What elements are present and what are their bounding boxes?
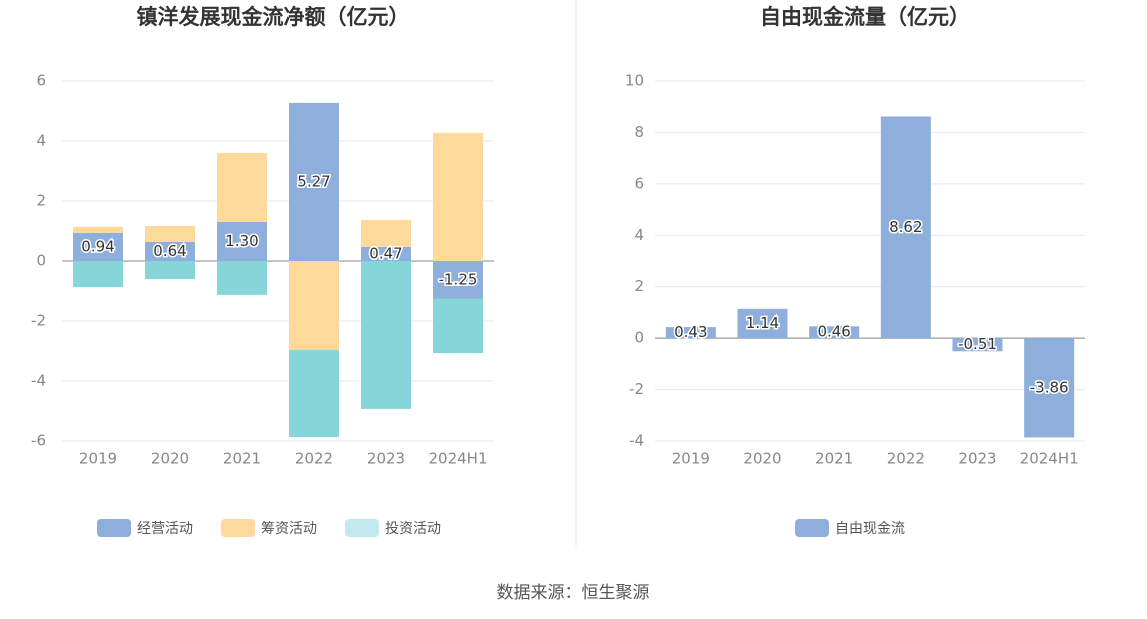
bar [217, 222, 267, 261]
x-tick-label: 2022 [295, 450, 333, 468]
bar [952, 338, 1003, 352]
value-label: 0.47 [369, 244, 402, 262]
x-tick-label: 2020 [743, 450, 781, 468]
legend-swatch [221, 519, 255, 537]
value-label: -0.51 [958, 335, 997, 353]
y-tick-label: -6 [31, 432, 46, 450]
value-label: 8.62 [889, 218, 922, 236]
value-label: 1.30 [225, 232, 258, 250]
bar [1024, 338, 1075, 438]
value-label: 0.46 [817, 323, 850, 341]
y-tick-label: -4 [629, 432, 644, 450]
bar [433, 298, 483, 354]
bar [73, 261, 123, 288]
bar [433, 261, 483, 299]
x-tick-label: 2022 [887, 450, 925, 468]
source: 数据来源：恒生聚源 [497, 583, 650, 603]
x-tick-label: 2019 [79, 450, 117, 468]
x-tick-label: 2023 [958, 450, 996, 468]
bar [433, 132, 483, 261]
bar [73, 232, 123, 261]
y-tick-label: -2 [31, 312, 46, 330]
bar [361, 261, 411, 409]
legend-label: 投资活动 [385, 521, 441, 537]
bar [289, 261, 339, 351]
bar [145, 241, 195, 261]
value-label: 5.27 [297, 172, 330, 190]
y-tick-label: 6 [634, 174, 644, 192]
x-tick-label: 2021 [223, 450, 261, 468]
x-tick-label: 2020 [151, 450, 189, 468]
y-tick-label: 8 [634, 123, 644, 141]
bar [73, 226, 123, 233]
chart-title: 自由现金流量（亿元） [760, 5, 970, 29]
legend-label: 经营活动 [137, 521, 193, 537]
bar [665, 327, 716, 339]
y-tick-label: 2 [634, 277, 644, 295]
bar [289, 102, 339, 262]
bar [737, 308, 788, 339]
bar [217, 261, 267, 295]
bar [145, 225, 195, 242]
bar [809, 326, 860, 339]
legend-swatch [97, 519, 131, 537]
legend-swatch [345, 519, 379, 537]
legend-label: 筹资活动 [261, 520, 317, 537]
value-label: 1.14 [746, 314, 779, 332]
value-label: 0.43 [674, 323, 707, 341]
y-tick-label: 0 [634, 329, 644, 347]
y-tick-label: -4 [31, 372, 46, 390]
chart-title: 镇洋发展现金流净额（亿元） [137, 5, 410, 29]
bar [880, 116, 931, 339]
x-tick-label: 2021 [815, 450, 853, 468]
legend-label: 自由现金流 [835, 521, 905, 537]
legend-swatch [795, 519, 829, 537]
y-tick-label: 4 [634, 226, 644, 244]
bar [361, 246, 411, 261]
x-tick-label: 2023 [367, 450, 405, 468]
y-tick-label: 4 [36, 132, 46, 150]
y-tick-label: 0 [36, 252, 46, 270]
value-label: -1.25 [439, 270, 478, 288]
x-tick-label: 2024H1 [429, 450, 488, 468]
y-tick-label: 2 [36, 192, 46, 210]
bar [289, 350, 339, 438]
y-tick-label: 10 [625, 72, 644, 90]
value-label: 0.64 [153, 242, 186, 260]
value-label: 0.94 [81, 237, 114, 255]
y-tick-label: -2 [629, 380, 644, 398]
bar [145, 261, 195, 279]
x-tick-label: 2019 [672, 450, 710, 468]
y-tick-label: 6 [36, 72, 46, 90]
x-tick-label: 2024H1 [1020, 450, 1079, 468]
value-label: -3.86 [1030, 378, 1069, 396]
bar [361, 219, 411, 247]
bar [217, 153, 267, 222]
